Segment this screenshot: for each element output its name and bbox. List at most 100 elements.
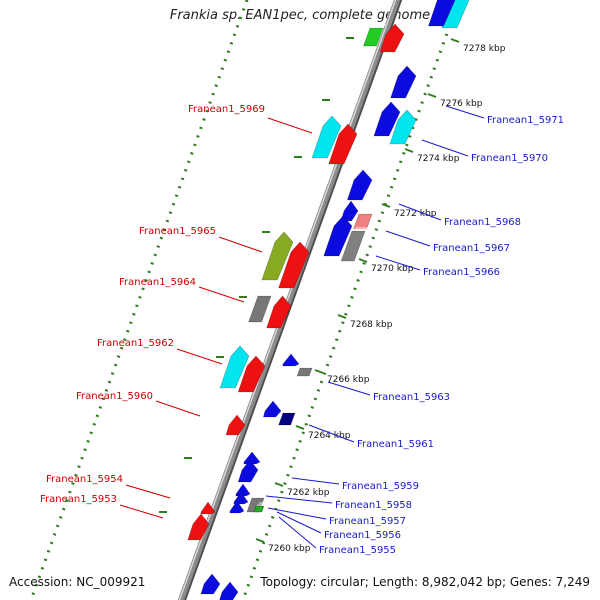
gene-5964-grey [248,295,272,323]
gene-label-left: Franean1_5960 [76,391,153,402]
gene-label-left: Franean1_5969 [188,104,265,115]
gene-green-top [363,27,384,47]
gene-label-left: Franean1_5953 [40,494,117,505]
gene-small-b [263,400,282,418]
gene-small-a [282,353,300,367]
kbp-tick-mark [404,148,414,153]
gene-5967-pink-top [359,210,376,214]
gene-5953-red [187,513,210,541]
gene-label-right: Franean1_5970 [471,153,548,164]
kbp-tick-mark [255,538,265,543]
gene-5971-arrow [390,65,417,99]
gene-red-top [379,23,405,53]
gene-5957-green [253,505,265,513]
kbp-tick-label: 7268 kbp [350,320,393,330]
gene-5970-blue [373,101,401,137]
gene-label-right: Franean1_5968 [444,217,521,228]
gene-label-right: Franean1_5956 [324,530,401,541]
gene-label-right: Franean1_5966 [423,267,500,278]
leader-line-right [308,424,355,443]
leader-line-right [291,477,340,485]
leader-line-left [155,400,201,417]
gene-5969-red [328,123,358,165]
gene-5970-cyan [389,109,417,145]
topology-text: Topology: circular; Length: 8,982,042 bp… [260,575,590,589]
kbp-tick-mark [450,38,460,43]
leader-line-left [119,504,164,519]
accession-text: Accession: NC_009921 [9,575,146,589]
gene-5954-red [200,501,216,515]
leader-line-left [198,286,245,303]
gene-label-right: Franean1_5963 [373,392,450,403]
gene-green-top-top [370,24,387,28]
gene-features [187,0,470,600]
leader-line-right [375,255,421,271]
kbp-tick-label: 7266 kbp [327,375,370,385]
gene-label-left: Franean1_5962 [97,338,174,349]
gene-5966-grey [340,230,366,262]
gene-5967-pink [353,213,373,230]
leader-line-right [445,105,485,119]
leader-line-right [267,507,327,520]
kbp-tick-label: 7278 kbp [463,44,506,54]
gene-5963-grey [296,367,313,377]
kbp-tick-mark [427,93,437,98]
leader-line-right [276,511,322,534]
backbone-highlight [178,0,397,600]
leader-line-left [267,117,313,134]
gene-bottom-blue-2 [219,581,239,600]
kbp-tick-mark [274,482,284,487]
gene-label-left: Franean1_5954 [46,474,123,485]
gene-bottom-blue [200,573,221,595]
kbp-tick-label: 7272 kbp [394,209,437,219]
gene-label-right: Franean1_5967 [433,243,510,254]
gene-5957-green-top [256,502,268,506]
leader-line-right [385,230,431,247]
kbp-tick-mark [314,369,324,374]
gene-5962-red [237,355,266,393]
gene-5960-red [225,414,246,436]
gene-5958-grey-top [252,494,268,498]
genome-title: Frankia sp. EAN1pec, complete genome [169,8,431,23]
gene-5968-arrow [346,169,373,201]
gene-label-left: Franean1_5964 [119,277,196,288]
gene-5964-red [266,295,292,329]
left-dotted-guide [29,0,249,600]
gene-5961-navy [278,412,296,426]
gene-labels: Franean1_5969 Franean1_5965 Franean1_5964 F… [40,104,564,556]
kbp-tick-marks: 7278 kbp 7276 kbp 7274 kbp 7272 kbp 7270 kbp… [159,37,506,554]
gene-label-left: Franean1_5965 [139,226,216,237]
gene-5972-cyan [441,0,470,29]
kbp-tick-label: 7264 kbp [308,431,351,441]
gene-label-right: Franean1_5955 [319,545,396,556]
gene-5972-blue [428,0,456,27]
gene-5959-b [237,459,259,483]
gene-5961-navy-top [283,409,299,413]
backbone-line [177,0,401,600]
leader-line-left [176,348,223,365]
gene-5958-a [235,483,251,497]
gene-label-right: Franean1_5957 [329,516,406,527]
leader-line-right [265,495,333,504]
gene-5964-grey-top [258,292,275,296]
gene-5965-green [261,231,294,281]
gene-label-right: Franean1_5959 [342,481,419,492]
leader-line-right [278,516,317,549]
leader-line-right [327,381,371,396]
gene-5965-red [278,241,310,289]
kbp-tick-label: 7262 kbp [287,488,330,498]
gene-5963-grey-top [300,364,316,368]
dotted-guide-lines [29,0,461,600]
gene-5966-grey-top [352,227,369,231]
gene-label-right: Franean1_5971 [487,115,564,126]
kbp-tick-label: 7276 kbp [440,99,483,109]
gene-5969-cyan [311,115,342,159]
kbp-tick-mark [381,203,391,208]
gene-5967-blue [323,215,353,257]
label-leader-lines [119,105,485,549]
gene-5956-a [229,500,245,514]
genome-backbone [177,0,403,600]
kbp-tick-label: 7270 kbp [371,264,414,274]
leader-line-right [421,139,469,157]
